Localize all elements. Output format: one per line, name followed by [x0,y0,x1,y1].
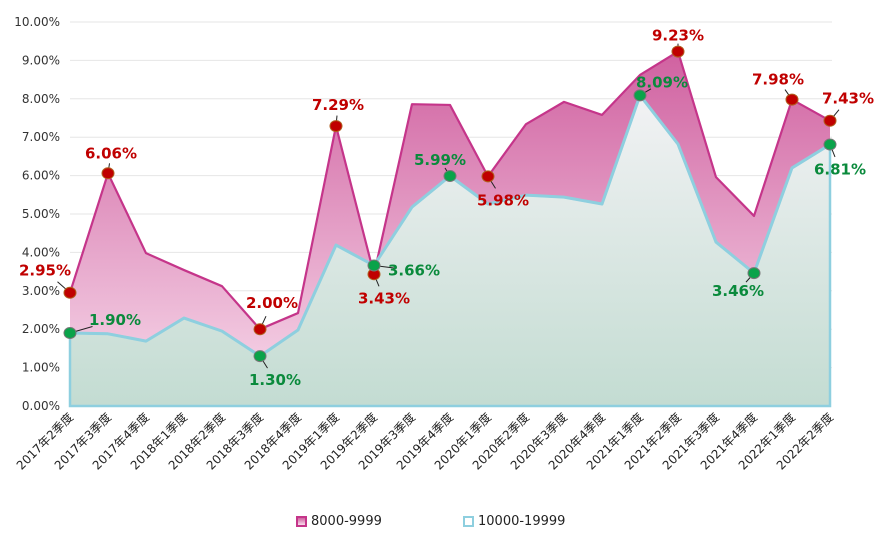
data-point-s0 [63,286,77,299]
legend-item-1[interactable]: 10000-19999 [463,514,565,529]
y-tick-label: 8.00% [22,92,60,106]
data-point-s1 [823,138,837,151]
data-point-s1 [63,327,77,340]
y-tick-label: 5.00% [22,207,60,221]
data-label: 5.99% [414,151,466,169]
y-tick-label: 2.00% [22,322,60,336]
data-label: 3.46% [712,282,764,300]
data-label: 6.81% [814,160,866,178]
y-tick-label: 10.00% [14,15,60,29]
y-tick-label: 7.00% [22,130,60,144]
data-label: 3.66% [388,261,440,279]
data-label: 7.43% [822,90,874,108]
data-label: 6.06% [85,144,137,162]
legend-label-0: 8000-9999 [311,514,382,529]
data-label: 3.43% [358,289,410,307]
y-tick-label: 3.00% [22,284,60,298]
data-point-s0 [785,93,799,106]
data-label: 2.00% [246,294,298,312]
data-label: 7.29% [312,96,364,114]
data-point-s0 [329,120,343,133]
y-tick-label: 4.00% [22,245,60,259]
y-tick-label: 0.00% [22,399,60,413]
data-point-s1 [443,169,457,182]
data-point-s0 [671,45,685,58]
data-label: 1.30% [249,371,301,389]
legend-swatch-0 [296,516,307,527]
data-point-s0 [823,114,837,127]
y-tick-label: 9.00% [22,53,60,67]
legend-label-1: 10000-19999 [478,514,566,529]
legend-item-0[interactable]: 8000-9999 [296,514,382,529]
data-label: 5.98% [477,191,529,209]
data-label: 1.90% [89,311,141,329]
data-label: 7.98% [752,71,804,89]
y-tick-label: 1.00% [22,361,60,375]
data-label: 9.23% [652,27,704,45]
data-point-s1 [747,267,761,280]
line-series-0 [68,50,831,331]
data-point-s0 [253,323,267,336]
data-point-s0 [481,170,495,183]
data-point-s1 [253,350,267,363]
data-point-s1 [633,89,647,102]
data-point-s1 [367,259,381,272]
legend-swatch-1 [463,516,474,527]
data-label: 8.09% [636,73,688,91]
y-tick-label: 6.00% [22,169,60,183]
data-point-s0 [101,167,115,180]
data-label: 2.95% [19,262,71,280]
